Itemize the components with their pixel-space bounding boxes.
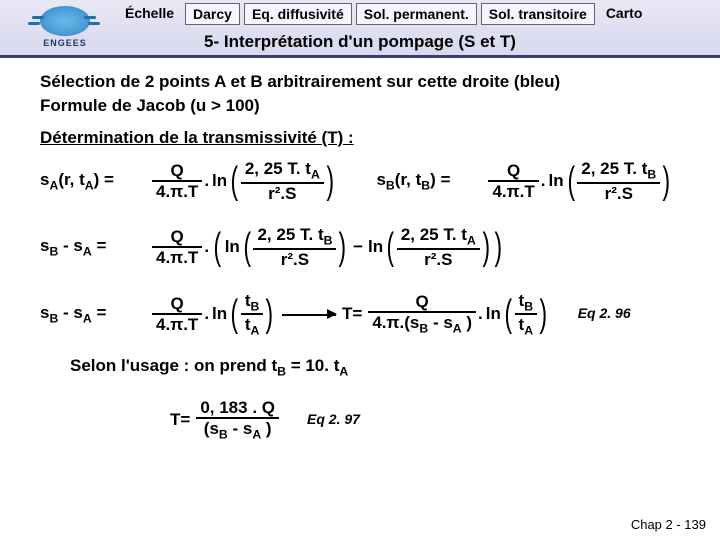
equation-block: sA(r, tA) = Q4.π.T . ln ( 2, 25 T. tAr².…: [40, 159, 685, 338]
eq-row-1: sA(r, tA) = Q4.π.T . ln ( 2, 25 T. tAr².…: [40, 159, 685, 203]
tab-sol-permanent[interactable]: Sol. permanent.: [356, 3, 477, 25]
eq-ref-297: Eq 2. 97: [307, 410, 360, 430]
tab-sol-transitoire[interactable]: Sol. transitoire: [481, 3, 595, 25]
page-number: Chap 2 - 139: [631, 517, 706, 532]
eq-ref-296: Eq 2. 96: [578, 304, 631, 324]
page-title: 5- Interprétation d'un pompage (S et T): [0, 32, 720, 52]
eq-row-3: sB - sA = Q4.π.T . ln ( tBtA ) T = Q4.π.…: [40, 291, 685, 338]
tab-darcy[interactable]: Darcy: [185, 3, 240, 25]
intro-line2: Formule de Jacob (u > 100): [40, 94, 685, 118]
intro-line1: Sélection de 2 points A et B arbitrairem…: [40, 70, 685, 94]
content: Sélection de 2 points A et B arbitrairem…: [0, 58, 720, 442]
usage-note: Selon l'usage : on prend tB = 10. tA: [70, 354, 685, 381]
nav-tabs: Échelle Darcy Eq. diffusivité Sol. perma…: [118, 3, 649, 25]
tab-carto[interactable]: Carto: [599, 3, 650, 25]
intro: Sélection de 2 points A et B arbitrairem…: [40, 70, 685, 118]
tab-echelle[interactable]: Échelle: [118, 3, 181, 25]
tab-eq-diffusivite[interactable]: Eq. diffusivité: [244, 3, 352, 25]
header: ENGEES Échelle Darcy Eq. diffusivité Sol…: [0, 0, 720, 58]
determination-title: Détermination de la transmissivité (T) :: [40, 126, 685, 150]
final-equation: T = 0, 183 . Q (sB - sA ) Eq 2. 97: [170, 398, 685, 442]
eq-row-2: sB - sA = Q4.π.T . ( ln ( 2, 25 T. tBr².…: [40, 225, 685, 269]
